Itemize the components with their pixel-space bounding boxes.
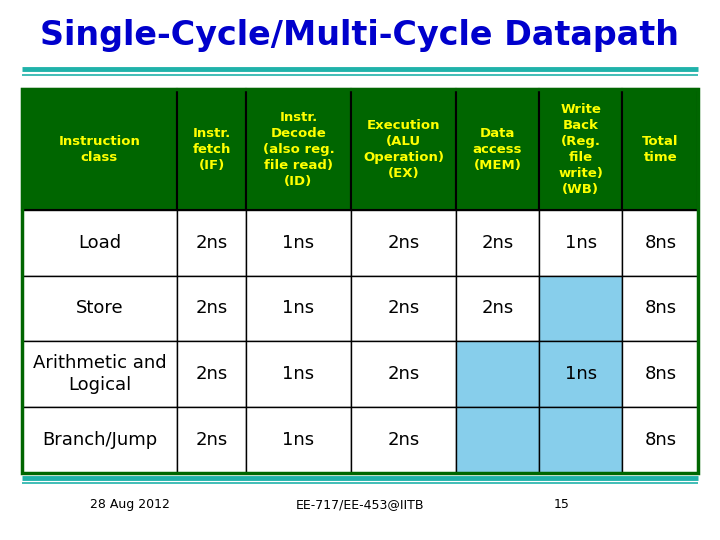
Bar bbox=[177, 89, 246, 210]
Bar bbox=[22, 341, 177, 407]
Bar bbox=[22, 210, 177, 275]
Bar bbox=[456, 210, 539, 275]
Text: 1ns: 1ns bbox=[282, 431, 315, 449]
Bar bbox=[246, 89, 351, 210]
Text: 15: 15 bbox=[554, 498, 570, 511]
Text: 2ns: 2ns bbox=[196, 299, 228, 318]
Bar bbox=[351, 210, 456, 275]
Bar bbox=[539, 407, 622, 472]
Bar bbox=[622, 89, 698, 210]
Bar bbox=[456, 407, 539, 472]
Text: Instr.
fetch
(IF): Instr. fetch (IF) bbox=[192, 127, 231, 172]
Text: 8ns: 8ns bbox=[644, 365, 677, 383]
Text: 2ns: 2ns bbox=[196, 234, 228, 252]
Text: Total
time: Total time bbox=[642, 135, 679, 164]
Text: Branch/Jump: Branch/Jump bbox=[42, 431, 157, 449]
Text: 1ns: 1ns bbox=[282, 365, 315, 383]
Bar bbox=[177, 341, 246, 407]
Bar bbox=[22, 275, 177, 341]
Text: 2ns: 2ns bbox=[387, 234, 420, 252]
Text: 1ns: 1ns bbox=[564, 234, 597, 252]
Text: Single-Cycle/Multi-Cycle Datapath: Single-Cycle/Multi-Cycle Datapath bbox=[40, 18, 680, 52]
Text: Instruction
class: Instruction class bbox=[58, 135, 140, 164]
Bar bbox=[622, 275, 698, 341]
Text: Load: Load bbox=[78, 234, 121, 252]
Bar bbox=[177, 275, 246, 341]
Text: 2ns: 2ns bbox=[482, 299, 513, 318]
Text: 8ns: 8ns bbox=[644, 299, 677, 318]
Bar bbox=[539, 210, 622, 275]
Text: EE-717/EE-453@IITB: EE-717/EE-453@IITB bbox=[296, 498, 424, 511]
Text: 1ns: 1ns bbox=[564, 365, 597, 383]
Text: 2ns: 2ns bbox=[387, 431, 420, 449]
Bar bbox=[622, 210, 698, 275]
Text: 2ns: 2ns bbox=[196, 365, 228, 383]
Text: 2ns: 2ns bbox=[196, 431, 228, 449]
Bar bbox=[351, 407, 456, 472]
Bar bbox=[622, 341, 698, 407]
Text: Write
Back
(Reg.
file
write)
(WB): Write Back (Reg. file write) (WB) bbox=[558, 103, 603, 196]
Bar bbox=[246, 210, 351, 275]
Text: Store: Store bbox=[76, 299, 123, 318]
Bar bbox=[456, 275, 539, 341]
Bar bbox=[351, 275, 456, 341]
Bar bbox=[246, 275, 351, 341]
Bar bbox=[351, 341, 456, 407]
Text: 1ns: 1ns bbox=[282, 234, 315, 252]
Bar bbox=[539, 275, 622, 341]
Text: 8ns: 8ns bbox=[644, 431, 677, 449]
Bar bbox=[22, 89, 698, 472]
Bar bbox=[22, 89, 177, 210]
Bar bbox=[246, 407, 351, 472]
Bar bbox=[456, 341, 539, 407]
Text: 28 Aug 2012: 28 Aug 2012 bbox=[90, 498, 169, 511]
Text: 8ns: 8ns bbox=[644, 234, 677, 252]
Bar bbox=[622, 407, 698, 472]
Text: 2ns: 2ns bbox=[387, 365, 420, 383]
Text: 2ns: 2ns bbox=[387, 299, 420, 318]
Bar bbox=[539, 341, 622, 407]
Text: Instr.
Decode
(also reg.
file read)
(ID): Instr. Decode (also reg. file read) (ID) bbox=[263, 111, 334, 188]
Bar bbox=[177, 210, 246, 275]
Bar bbox=[22, 407, 177, 472]
Text: Execution
(ALU
Operation)
(EX): Execution (ALU Operation) (EX) bbox=[363, 119, 444, 180]
Bar bbox=[351, 89, 456, 210]
Bar bbox=[456, 89, 539, 210]
Bar bbox=[539, 89, 622, 210]
Text: 1ns: 1ns bbox=[282, 299, 315, 318]
Text: Data
access
(MEM): Data access (MEM) bbox=[473, 127, 522, 172]
Bar bbox=[246, 341, 351, 407]
Text: Arithmetic and
Logical: Arithmetic and Logical bbox=[32, 354, 166, 394]
Bar bbox=[177, 407, 246, 472]
Text: 2ns: 2ns bbox=[482, 234, 513, 252]
